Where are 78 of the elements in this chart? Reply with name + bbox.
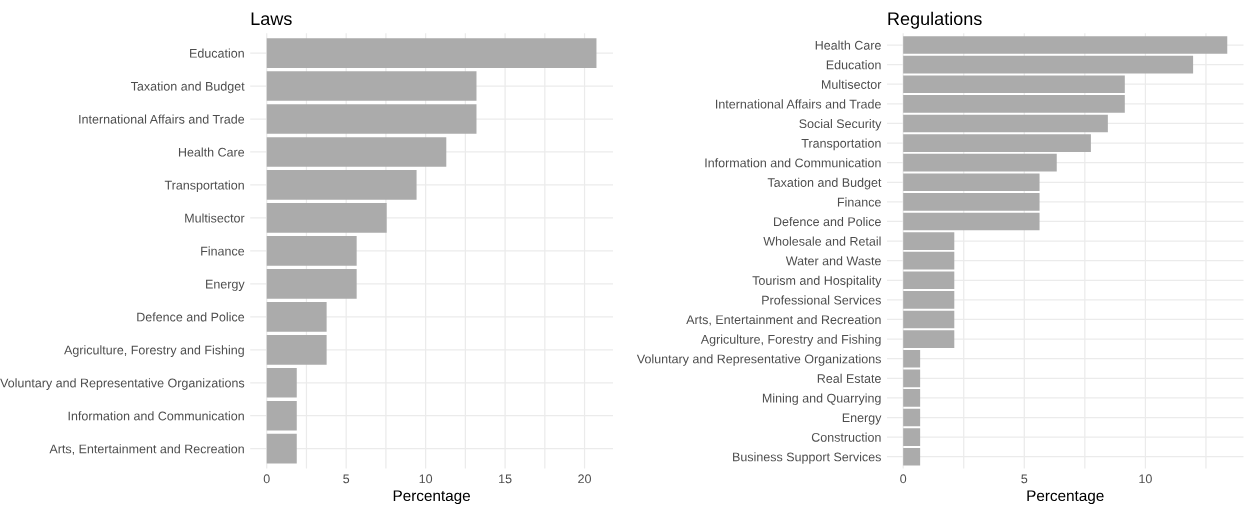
x-tick-label: 5 (343, 474, 350, 484)
bar (903, 447, 921, 466)
y-tick-label: Health Care (178, 147, 245, 157)
bar (903, 389, 921, 407)
x-axis-title: Percentage (1027, 490, 1104, 505)
y-tick-label: Arts, Entertainment and Recreation (49, 444, 244, 455)
bar (903, 173, 1040, 192)
bar (266, 400, 297, 431)
x-tick-label: 10 (419, 474, 433, 484)
bar (903, 134, 1091, 152)
bar (266, 334, 327, 365)
y-tick-label: Water and Waste (785, 256, 881, 266)
y-tick-label: Agriculture, Forestry and Fishing (64, 345, 244, 357)
y-tick-label: Information and Communication (705, 158, 881, 168)
bar (903, 114, 1108, 133)
bar (266, 236, 357, 266)
y-tick-label: Transportation (801, 138, 881, 151)
y-tick-label: Construction (811, 432, 881, 442)
bar (903, 232, 955, 250)
bar (903, 310, 955, 329)
x-tick-label: 0 (263, 474, 270, 484)
y-tick-label: Energy (206, 279, 245, 291)
y-tick-label: Education (190, 48, 244, 58)
bar (903, 330, 955, 348)
y-tick-label: Voluntary and Representative Organizations (0, 378, 245, 390)
y-tick-label: Voluntary and Representative Organizations (636, 354, 881, 366)
bar (903, 428, 921, 446)
y-tick-label: Taxation and Budget (767, 177, 882, 190)
x-tick-label: 0 (900, 474, 907, 484)
y-tick-label: Defence and Police (774, 216, 881, 227)
y-tick-label: Arts, Entertainment and Recreation (686, 314, 881, 326)
y-tick-label: Business Support Services (733, 452, 881, 464)
y-tick-label: Real Estate (817, 373, 881, 383)
y-tick-label: Professional Services (762, 295, 881, 305)
x-tick-label: 20 (578, 474, 592, 484)
y-tick-label: Multisector (822, 79, 882, 89)
bar (266, 170, 417, 200)
y-tick-label: International Affairs and Trade (716, 99, 881, 109)
bar (266, 203, 387, 233)
bar (266, 137, 447, 167)
bar (903, 408, 921, 427)
x-axis-title: Percentage (393, 490, 470, 505)
y-tick-label: Information and Communication (68, 411, 244, 421)
y-tick-label: Finance (201, 246, 245, 256)
bar (903, 212, 1040, 231)
y-tick-label: Finance (837, 197, 881, 207)
y-tick-label: Mining and Quarrying (762, 393, 881, 406)
x-tick-label: 15 (499, 474, 512, 484)
bar (903, 75, 1125, 94)
bar (903, 193, 1040, 211)
y-tick-label: Health Care (815, 40, 881, 50)
bar (903, 36, 1228, 54)
bar (266, 433, 297, 464)
y-tick-label: Multisector (185, 213, 245, 223)
bar (266, 367, 297, 398)
y-tick-label: Transportation (164, 180, 244, 193)
y-tick-label: International Affairs and Trade (79, 114, 245, 124)
y-tick-label: Defence and Police (137, 312, 245, 322)
bar (266, 71, 477, 101)
bar (266, 104, 477, 134)
y-tick-label: Energy (842, 413, 882, 425)
y-tick-label: Tourism and Hospitality (752, 275, 882, 288)
bar (903, 153, 1057, 172)
y-tick-label: Education (826, 60, 881, 70)
bar (266, 38, 597, 68)
chart-title: Laws (251, 12, 292, 26)
x-tick-label: 10 (1139, 474, 1152, 484)
bar (266, 301, 327, 332)
chart-title: Regulations (888, 11, 982, 29)
bar (903, 55, 1194, 74)
bar (903, 291, 955, 309)
x-tick-label: 5 (1021, 474, 1028, 484)
y-tick-label: Agriculture, Forestry and Fishing (700, 334, 881, 347)
bar (903, 95, 1125, 113)
y-tick-label: Social Security (799, 118, 882, 131)
bar (266, 269, 357, 299)
y-tick-label: Taxation and Budget (130, 81, 245, 94)
y-tick-label: Wholesale and Retail (763, 236, 881, 246)
